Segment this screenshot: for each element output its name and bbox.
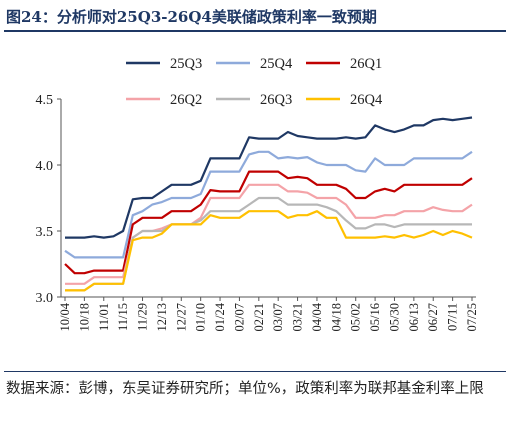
x-tick-label: 11/01 [97, 303, 111, 331]
series-line [64, 150, 473, 259]
legend-label: 26Q4 [350, 92, 383, 108]
series-line [64, 170, 473, 275]
legend-label: 26Q3 [260, 92, 292, 108]
x-tick-label: 05/16 [368, 303, 382, 331]
x-tick-label: 03/21 [291, 303, 305, 331]
x-tick-label: 01/24 [213, 302, 227, 331]
x-tick-label: 05/30 [387, 303, 401, 331]
x-tick-label: 12/13 [155, 303, 169, 331]
series-line [65, 210, 473, 292]
legend-label: 25Q3 [170, 56, 202, 72]
legend-label: 26Q1 [350, 56, 382, 72]
series-line [65, 116, 473, 239]
x-tick-label: 10/04 [58, 302, 72, 331]
x-tick-label: 01/10 [194, 303, 208, 331]
y-tick-label: 4.5 [36, 93, 54, 108]
y-tick-label: 4.0 [36, 159, 54, 174]
line-chart: 3.0 3.5 4.0 4.5 10/04 10/18 11/01 11/15 11/29 12/… [36, 56, 480, 331]
x-tick-label: 10/18 [77, 303, 91, 331]
source-rule [4, 371, 506, 372]
x-tick-label: 11/29 [136, 303, 150, 331]
title-rule [4, 30, 506, 32]
legend-label: 26Q2 [170, 92, 202, 108]
x-tick-label: 02/07 [232, 303, 246, 331]
series-line [65, 196, 472, 292]
x-tick-label: 04/18 [329, 303, 343, 331]
chart-title: 图24：分析师对25Q3-26Q4美联储政策利率一致预期 [6, 8, 377, 26]
x-tick-label: 05/02 [349, 303, 363, 331]
x-tick-label: 04/04 [310, 302, 324, 331]
y-tick-label: 3.0 [36, 291, 54, 306]
legend-label: 25Q4 [260, 56, 293, 72]
source-note: 数据来源：彭博，东吴证券研究所；单位%，政策利率为联邦基金利率上限 [6, 381, 484, 397]
x-tick-label: 07/25 [465, 303, 479, 331]
x-tick-label: 06/13 [407, 303, 421, 331]
x-tick-label: 03/07 [271, 303, 285, 331]
y-tick-label: 3.5 [36, 225, 54, 240]
x-tick-label: 12/27 [174, 303, 188, 331]
x-tick-label: 11/15 [116, 303, 130, 331]
x-tick-label: 07/11 [446, 303, 460, 331]
x-tick-label: 06/27 [426, 303, 440, 331]
x-tick-label: 02/21 [252, 303, 266, 331]
